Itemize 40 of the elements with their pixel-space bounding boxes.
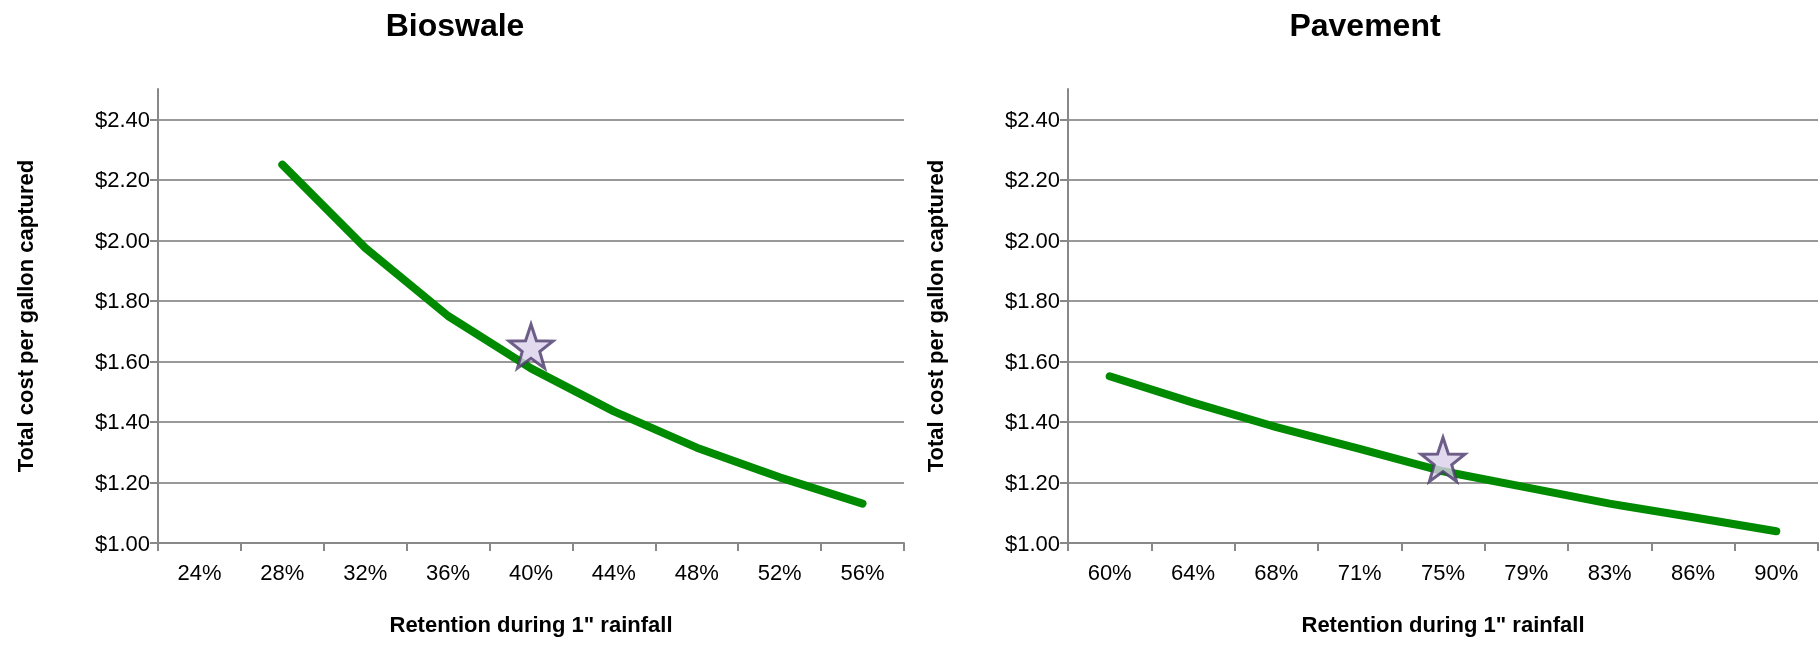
x-axis-title: Retention during 1" rainfall bbox=[1301, 611, 1585, 637]
y-tick-label: $1.40 bbox=[94, 409, 150, 435]
x-tick-label: 90% bbox=[1754, 559, 1799, 585]
x-axis-title: Retention during 1" rainfall bbox=[389, 611, 673, 637]
y-tick-label: $2.00 bbox=[1004, 227, 1060, 253]
chart-title: Pavement bbox=[1289, 7, 1441, 43]
chart-title: Bioswale bbox=[385, 7, 525, 43]
y-axis-title: Total cost per gallon captured bbox=[922, 159, 948, 473]
y-tick-label: $1.20 bbox=[1004, 469, 1060, 495]
x-tick-label: 56% bbox=[840, 559, 885, 585]
y-tick-label: $2.20 bbox=[94, 167, 150, 193]
x-tick-label: 24% bbox=[177, 559, 222, 585]
x-tick-label: 68% bbox=[1254, 559, 1299, 585]
x-tick-label: 64% bbox=[1170, 559, 1216, 585]
x-tick-label: 86% bbox=[1670, 559, 1716, 585]
x-tick-label: 28% bbox=[260, 559, 305, 585]
y-tick-label: $1.40 bbox=[1004, 409, 1060, 435]
x-tick-label: 79% bbox=[1504, 559, 1549, 585]
y-tick-label: $2.20 bbox=[1004, 167, 1060, 193]
y-tick-label: $2.40 bbox=[94, 106, 150, 132]
x-tick-label: 75% bbox=[1420, 559, 1466, 585]
y-tick-label: $1.60 bbox=[94, 348, 150, 374]
y-tick-label: $1.20 bbox=[94, 469, 150, 495]
x-tick-label: 44% bbox=[591, 559, 636, 585]
x-tick-label: 32% bbox=[343, 559, 388, 585]
x-tick-label: 60% bbox=[1087, 559, 1132, 585]
y-tick-label: $1.00 bbox=[94, 530, 150, 556]
x-tick-label: 36% bbox=[426, 559, 471, 585]
y-tick-label: $1.60 bbox=[1004, 348, 1060, 374]
y-tick-label: $2.40 bbox=[1004, 106, 1060, 132]
x-tick-label: 40% bbox=[508, 559, 554, 585]
x-tick-label: 52% bbox=[757, 559, 802, 585]
x-tick-label: 48% bbox=[674, 559, 719, 585]
x-tick-label: 71% bbox=[1337, 559, 1382, 585]
y-tick-label: $1.80 bbox=[94, 288, 150, 314]
y-tick-label: $1.00 bbox=[1004, 530, 1060, 556]
y-tick-label: $2.00 bbox=[94, 227, 150, 253]
x-tick-label: 83% bbox=[1587, 559, 1632, 585]
y-axis-title: Total cost per gallon captured bbox=[12, 159, 38, 473]
y-tick-label: $1.80 bbox=[1004, 288, 1060, 314]
